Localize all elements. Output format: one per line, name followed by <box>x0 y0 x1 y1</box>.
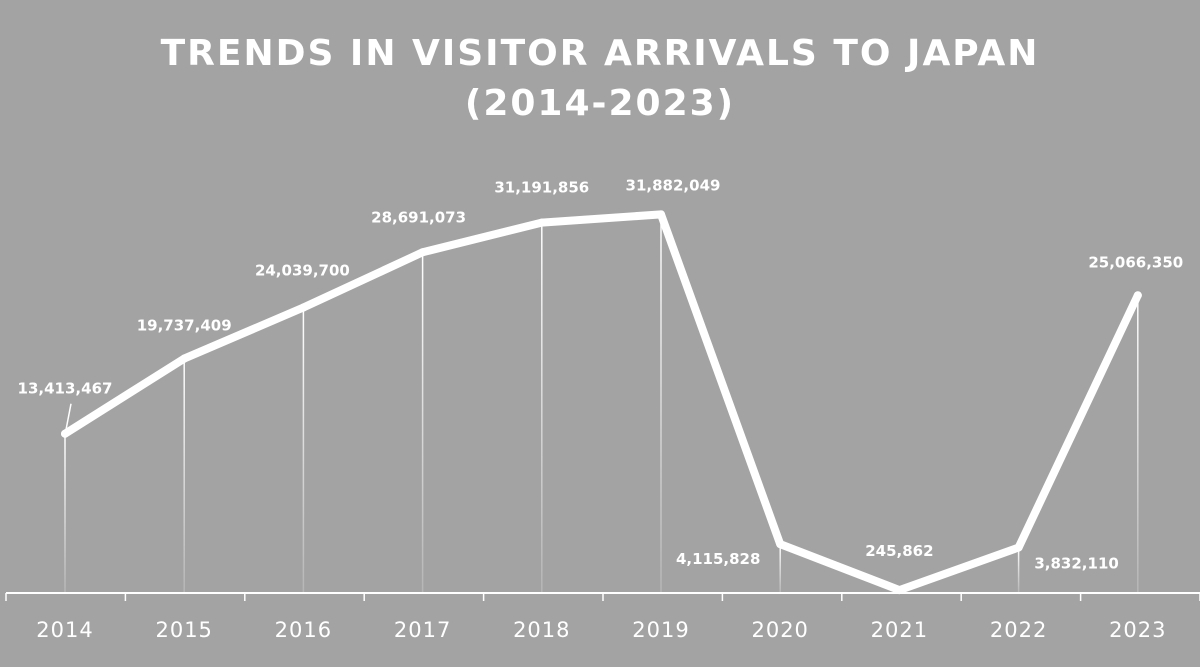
data-label: 25,066,350 <box>1088 253 1183 271</box>
data-point <box>1014 543 1023 552</box>
drop-line <box>421 252 424 593</box>
x-tick-label: 2017 <box>394 618 451 642</box>
data-label: 31,191,856 <box>494 179 589 197</box>
drop-line <box>1137 295 1139 593</box>
data-label: 19,737,409 <box>137 317 232 335</box>
data-point <box>61 429 69 438</box>
data-point <box>537 218 546 227</box>
drop-line <box>1017 547 1020 593</box>
x-tick-label: 2023 <box>1109 618 1166 642</box>
data-point <box>1133 291 1142 300</box>
x-tick-label: 2018 <box>513 618 570 642</box>
chart-subtitle: (2014-2023) <box>464 83 736 124</box>
data-label: 28,691,073 <box>371 208 466 226</box>
data-point <box>180 354 189 363</box>
x-tick-label: 2016 <box>275 618 332 642</box>
label-leader-line <box>65 403 72 430</box>
drop-line <box>302 307 305 593</box>
x-tick-label: 2021 <box>871 618 928 642</box>
data-label: 13,413,467 <box>18 380 113 398</box>
x-tick-label: 2014 <box>36 618 93 642</box>
series-line <box>61 210 1142 595</box>
x-tick-label: 2020 <box>751 618 808 642</box>
drop-line <box>779 544 781 593</box>
drop-line <box>183 358 185 593</box>
x-tick-label: 2015 <box>155 618 212 642</box>
data-point <box>776 540 785 549</box>
data-point <box>657 210 665 219</box>
chart-title: TRENDS IN VISITOR ARRIVALS TO JAPAN <box>160 33 1040 74</box>
data-point <box>895 586 904 595</box>
data-label: 31,882,049 <box>626 176 721 194</box>
x-tick-label: 2019 <box>632 618 689 642</box>
x-tick-label: 2022 <box>990 618 1047 642</box>
data-label: 245,862 <box>865 542 933 560</box>
drop-line <box>660 214 662 593</box>
data-label: 24,039,700 <box>255 262 350 280</box>
data-label: 3,832,110 <box>1034 554 1118 572</box>
data-point <box>299 303 308 312</box>
drop-line <box>541 222 543 593</box>
data-point <box>418 248 427 257</box>
drop-line <box>64 433 66 593</box>
data-label: 4,115,828 <box>676 550 760 568</box>
